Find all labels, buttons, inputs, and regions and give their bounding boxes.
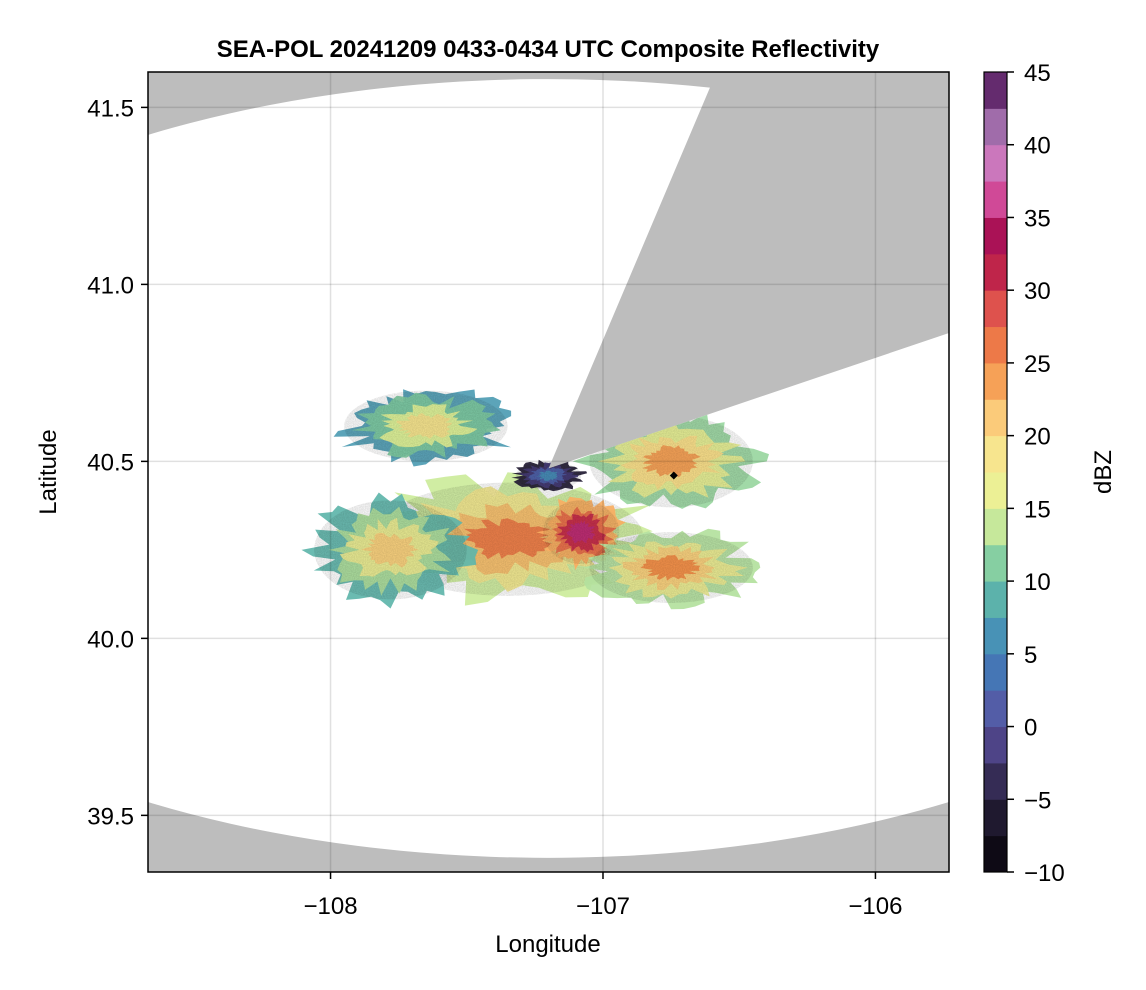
colorbar-bin — [984, 290, 1007, 328]
colorbar-bin — [984, 799, 1007, 837]
colorbar-bin — [984, 653, 1007, 691]
site-marker — [669, 471, 678, 480]
colorbar-tick-label: 35 — [1024, 205, 1051, 232]
colorbar-bin — [984, 508, 1007, 546]
y-axis-label: Latitude — [35, 429, 62, 514]
colorbar-bin — [984, 72, 1007, 109]
colorbar-bin — [984, 581, 1007, 618]
x-axis: −108 −107 −106 — [304, 872, 902, 920]
colorbar-bin — [984, 326, 1007, 364]
y-tick-label: 40.5 — [87, 449, 134, 476]
x-axis-label: Longitude — [495, 931, 600, 958]
x-tick-label: −106 — [848, 893, 902, 920]
x-tick-label: −108 — [304, 893, 358, 920]
colorbar-frame — [983, 71, 1008, 873]
x-tick-label: −107 — [576, 893, 630, 920]
colorbar-bin — [984, 217, 1007, 255]
echo-core-south-of-radar — [536, 496, 626, 571]
colorbar-tick-label: 40 — [1024, 133, 1051, 160]
colorbar-ticks: −10 −5 0 5 10 15 20 25 30 35 40 45 — [1007, 60, 1065, 887]
y-tick-label: 41.0 — [87, 272, 134, 299]
colorbar-label: dBZ — [1090, 450, 1117, 494]
colorbar-tick-label: 45 — [1024, 60, 1051, 87]
colorbar — [983, 71, 1008, 873]
colorbar-tick-label: 10 — [1024, 569, 1051, 596]
colorbar-bin — [984, 253, 1007, 291]
y-tick-label: 41.5 — [87, 95, 134, 122]
colorbar-tick-label: −5 — [1024, 787, 1051, 814]
y-axis: 39.5 40.0 40.5 41.0 41.5 — [87, 95, 148, 830]
colorbar-tick-label: −10 — [1024, 860, 1065, 887]
plot-area — [148, 72, 949, 872]
colorbar-bin — [984, 472, 1007, 509]
colorbar-tick-label: 15 — [1024, 496, 1051, 523]
colorbar-bin — [984, 435, 1007, 473]
colorbar-tick-label: 0 — [1024, 715, 1037, 742]
colorbar-bin — [984, 617, 1007, 655]
colorbar-tick-label: 5 — [1024, 642, 1037, 669]
colorbar-bin — [984, 690, 1007, 728]
echo-north-west-patches — [333, 389, 512, 467]
colorbar-tick-label: 25 — [1024, 351, 1051, 378]
colorbar-bin — [984, 362, 1007, 400]
echo-west-flank — [301, 492, 479, 609]
echo-near-radar-weak — [511, 459, 588, 492]
y-tick-label: 39.5 — [87, 803, 134, 830]
colorbar-bin — [984, 108, 1007, 146]
colorbar-bin — [984, 835, 1007, 873]
colorbar-bin — [984, 144, 1007, 182]
colorbar-bin — [984, 762, 1007, 800]
grid-lines — [148, 72, 949, 872]
plot-frame — [147, 71, 950, 873]
colorbar-tick-label: 20 — [1024, 424, 1051, 451]
colorbar-bin — [984, 181, 1007, 218]
colorbar-bin — [984, 544, 1007, 582]
colorbar-tick-label: 30 — [1024, 278, 1051, 305]
colorbar-bin — [984, 726, 1007, 764]
echo-south-east-lobe — [582, 528, 761, 610]
colorbar-bin — [984, 399, 1007, 437]
y-tick-label: 40.0 — [87, 626, 134, 653]
chart-title: SEA-POL 20241209 0433-0434 UTC Composite… — [217, 36, 880, 63]
